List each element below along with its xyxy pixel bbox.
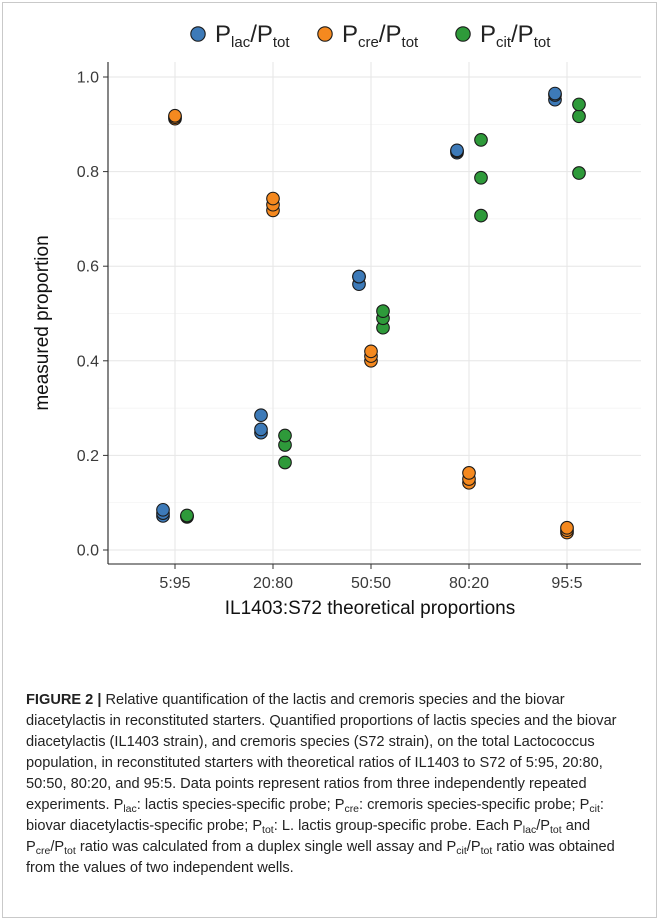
- caption-text3: ratio was obtained from the values of tw…: [26, 839, 615, 876]
- caption-probe-tot-sub: tot: [262, 824, 274, 836]
- caption-ratio3-sub2: tot: [480, 845, 493, 857]
- y-tick-label: 0.6: [77, 259, 99, 276]
- data-point: [278, 428, 292, 443]
- y-tick-label: 0.2: [77, 448, 99, 465]
- caption-ratio3-mid: /P: [466, 839, 481, 855]
- data-points: [156, 86, 586, 540]
- caption-ratio1: P: [513, 818, 523, 834]
- data-point: [278, 455, 292, 470]
- caption-line1: Relative quantification of the lactis an…: [26, 692, 617, 813]
- y-tick-label: 0.4: [77, 353, 99, 370]
- legend-label: Pcit/Ptot: [480, 21, 551, 51]
- caption-ratio2-sub2: tot: [64, 845, 76, 857]
- data-point: [168, 108, 182, 123]
- data-point: [254, 422, 268, 437]
- legend-marker: [317, 26, 333, 42]
- x-axis-title: IL1403:S72 theoretical proportions: [225, 598, 515, 619]
- x-tick-label: 20:80: [253, 575, 293, 592]
- y-tick-label: 0.8: [77, 164, 99, 181]
- data-point: [450, 143, 464, 158]
- data-point: [560, 520, 574, 535]
- caption-ratio1-sub2: tot: [550, 824, 562, 836]
- caption-probe-cre-text: : cremoris species-specific probe;: [359, 797, 580, 813]
- data-point: [474, 170, 488, 185]
- data-point: [254, 408, 268, 423]
- data-point: [266, 191, 280, 206]
- caption-probe-lac: P: [113, 797, 124, 813]
- x-tick-label: 95:5: [551, 575, 582, 592]
- axes: 0.0 0.2 0.4 0.6 0.8 1.0 5:95 20:80 50:50 80:20 95:…: [77, 62, 641, 592]
- grid-lines: [108, 62, 641, 564]
- data-point: [572, 166, 586, 180]
- legend-label: Pcre/Ptot: [342, 21, 419, 51]
- caption-probe-cre-sub: cre: [344, 803, 360, 815]
- y-tick-label: 1.0: [77, 70, 99, 87]
- legend-marker: [455, 26, 471, 42]
- caption-probe-tot-text: : L. lactis group-specific probe. Each: [273, 818, 514, 834]
- data-point: [572, 97, 586, 112]
- data-point: [572, 109, 586, 124]
- caption-text2: ratio was calculated from a duplex singl…: [75, 839, 447, 855]
- data-point: [180, 508, 194, 523]
- legend-label: Plac/Ptot: [215, 21, 290, 51]
- caption-probe-cit-sub: cit: [589, 803, 600, 815]
- caption-ratio2: P: [26, 839, 36, 855]
- x-tick-label: 5:95: [159, 575, 190, 592]
- data-point: [364, 344, 378, 359]
- figure-label: FIGURE 2 |: [26, 692, 102, 708]
- data-point: [352, 269, 366, 284]
- caption-ratio3: P: [446, 839, 457, 855]
- caption-probe-lac-sub: lac: [123, 803, 137, 815]
- caption-probe-cit: P: [579, 797, 590, 813]
- caption-probe-cre: P: [334, 797, 345, 813]
- caption-ratio1-sub: lac: [522, 824, 537, 836]
- caption-ratio2-sub: cre: [35, 845, 51, 857]
- x-tick-label: 50:50: [351, 575, 391, 592]
- data-point: [474, 208, 488, 223]
- y-axis-title: measured proportion: [32, 235, 53, 410]
- caption-probe-cit-text: : biovar diacetylactis-specific probe;: [26, 797, 604, 834]
- data-point: [156, 502, 170, 517]
- caption-text: FIGURE 2 | Relative quantification of th…: [26, 690, 638, 879]
- caption-ratio3-sub: cit: [456, 845, 467, 857]
- caption-ratio1-mid: /P: [536, 818, 550, 834]
- caption-probe-tot: P: [252, 818, 263, 834]
- y-tick-label: 0.0: [77, 543, 99, 560]
- data-point: [376, 304, 390, 318]
- caption-probe-lac-text: : lactis species-specific probe;: [136, 797, 335, 813]
- figure-caption: FIGURE 2 | Relative quantification of th…: [26, 690, 638, 879]
- legend-marker: [190, 26, 206, 42]
- x-tick-label: 80:20: [449, 575, 489, 592]
- caption-and: and: [561, 818, 591, 834]
- scatter-chart: Plac/Ptot Pcre/Ptot Pcit/Ptot 0.0 0.2 0.4 0.6…: [32, 21, 641, 619]
- data-point: [474, 133, 488, 147]
- chart-legend: Plac/Ptot Pcre/Ptot Pcit/Ptot: [190, 21, 551, 51]
- data-point: [548, 86, 562, 101]
- data-point: [462, 466, 476, 480]
- caption-ratio2-mid: /P: [50, 839, 65, 855]
